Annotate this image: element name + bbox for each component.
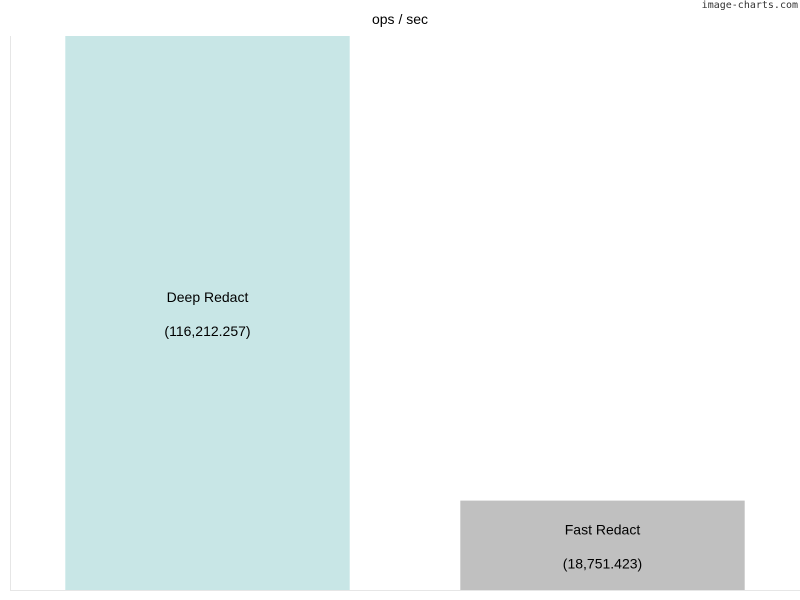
bar-value-label: (116,212.257) <box>164 323 250 339</box>
chart-title: ops / sec <box>372 11 428 27</box>
bar-category-label: Fast Redact <box>565 521 641 537</box>
bar-category-label: Deep Redact <box>167 289 249 305</box>
bar-value-label: (18,751.423) <box>563 555 642 571</box>
bar-deep-redact <box>65 36 350 590</box>
bar-fast-redact <box>460 500 745 590</box>
watermark: image-charts.com <box>701 0 798 11</box>
